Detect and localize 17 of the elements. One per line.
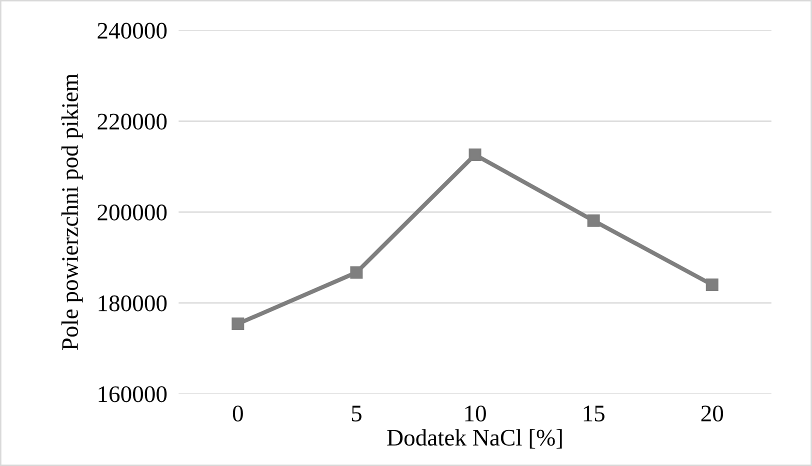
y-axis-title: Pole powierzchni pod pikiem xyxy=(61,74,83,350)
point xyxy=(232,318,244,330)
x-tick-label: 0 xyxy=(232,406,243,422)
x-axis-title: Dodatek NaCl [%] xyxy=(387,429,562,449)
point xyxy=(350,266,363,279)
point xyxy=(706,278,718,291)
x-tick-label: 10 xyxy=(465,406,486,422)
x-tick-label: 20 xyxy=(701,406,724,422)
x-tick-label: 15 xyxy=(584,406,604,422)
point xyxy=(587,214,600,227)
y-tick-label: 240000 xyxy=(98,22,167,39)
point xyxy=(468,148,482,162)
y-tick-label: 160000 xyxy=(98,386,167,402)
y-tick-label: 220000 xyxy=(98,114,167,130)
x-tick-label: 5 xyxy=(352,406,362,422)
y-tick-label: 200000 xyxy=(98,204,167,220)
y-tick-label: 180000 xyxy=(98,295,167,312)
